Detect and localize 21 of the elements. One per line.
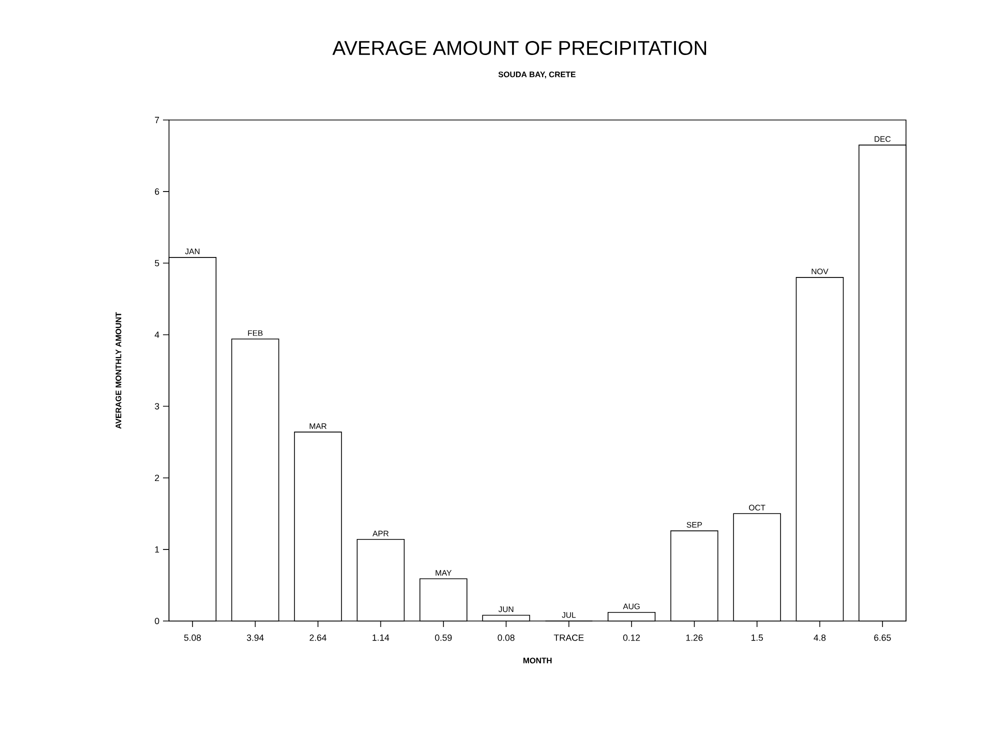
x-tick-label: 0.12: [623, 634, 640, 641]
x-tick-label: 0.59: [435, 634, 452, 641]
y-tick-label: 3: [154, 403, 160, 410]
x-tick-label: 3.94: [246, 634, 264, 641]
y-tick-label: 0: [154, 618, 160, 624]
y-tick-label: 2: [154, 474, 160, 481]
x-tick-label: 1.5: [751, 634, 763, 641]
y-tick-label: 5: [154, 260, 160, 266]
x-tick-label: 1.14: [372, 634, 390, 641]
chart-title: AVERAGE AMOUNT OF PRECIPITATION: [332, 40, 706, 56]
x-tick-label: TRACE: [554, 634, 584, 641]
y-tick-label: 4: [154, 332, 160, 338]
x-tick-label: 6.65: [874, 634, 891, 641]
x-tick-label: 4.8: [814, 634, 826, 641]
x-tick-label: 5.08: [184, 634, 201, 641]
x-tick-label: 1.26: [686, 634, 703, 641]
x-tick-label: 0.08: [498, 634, 514, 641]
y-tick-label: 7: [154, 116, 160, 124]
x-tick-label: 2.64: [310, 634, 326, 641]
y-tick-label: 6: [154, 188, 160, 195]
y-tick-label: 1: [155, 546, 160, 553]
